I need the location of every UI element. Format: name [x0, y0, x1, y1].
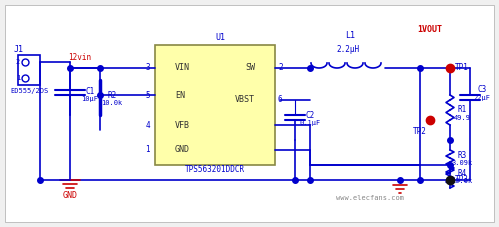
Text: L1: L1 — [345, 30, 355, 39]
Text: 4: 4 — [145, 121, 150, 129]
Text: GND: GND — [62, 192, 77, 200]
Text: TP3: TP3 — [455, 175, 469, 185]
Text: R3: R3 — [458, 151, 467, 160]
Text: EN: EN — [175, 91, 185, 99]
Text: 2.2μH: 2.2μH — [336, 45, 360, 54]
Text: VFB: VFB — [175, 121, 190, 129]
Text: U1: U1 — [215, 34, 225, 42]
Text: J1: J1 — [14, 45, 24, 54]
Text: 12vin: 12vin — [68, 52, 91, 62]
Text: TP1: TP1 — [455, 64, 469, 72]
Text: 3.09k: 3.09k — [452, 160, 473, 166]
Text: 2: 2 — [278, 64, 282, 72]
Text: 10.0k: 10.0k — [101, 100, 123, 106]
Text: R4: R4 — [458, 168, 467, 178]
Text: 5: 5 — [145, 91, 150, 99]
Text: C1: C1 — [85, 86, 95, 96]
Text: 3: 3 — [145, 64, 150, 72]
Text: 1: 1 — [145, 146, 150, 155]
Text: TP2: TP2 — [413, 128, 427, 136]
Text: 10.0k: 10.0k — [452, 178, 473, 184]
Text: 0.1μF: 0.1μF — [299, 120, 321, 126]
Text: C2: C2 — [305, 111, 315, 119]
Bar — [18, 55, 40, 85]
Bar — [155, 45, 275, 165]
Text: 49.9: 49.9 — [454, 115, 471, 121]
Text: R1: R1 — [458, 106, 467, 114]
Text: 6: 6 — [278, 96, 282, 104]
Text: VBST: VBST — [235, 96, 255, 104]
Text: GND: GND — [175, 146, 190, 155]
Text: 2: 2 — [16, 59, 20, 65]
Text: C3: C3 — [478, 86, 487, 94]
Text: 10μF: 10μF — [81, 96, 98, 102]
Text: TPS563201DDCR: TPS563201DDCR — [185, 165, 245, 175]
Text: www.elecfans.com: www.elecfans.com — [336, 195, 404, 201]
Text: 22μF: 22μF — [474, 95, 491, 101]
Text: 1VOUT: 1VOUT — [418, 25, 443, 35]
Text: 1: 1 — [16, 75, 20, 81]
Text: SW: SW — [245, 64, 255, 72]
Text: ED555/2DS: ED555/2DS — [10, 88, 48, 94]
Text: VIN: VIN — [175, 64, 190, 72]
Text: R2: R2 — [107, 91, 117, 99]
